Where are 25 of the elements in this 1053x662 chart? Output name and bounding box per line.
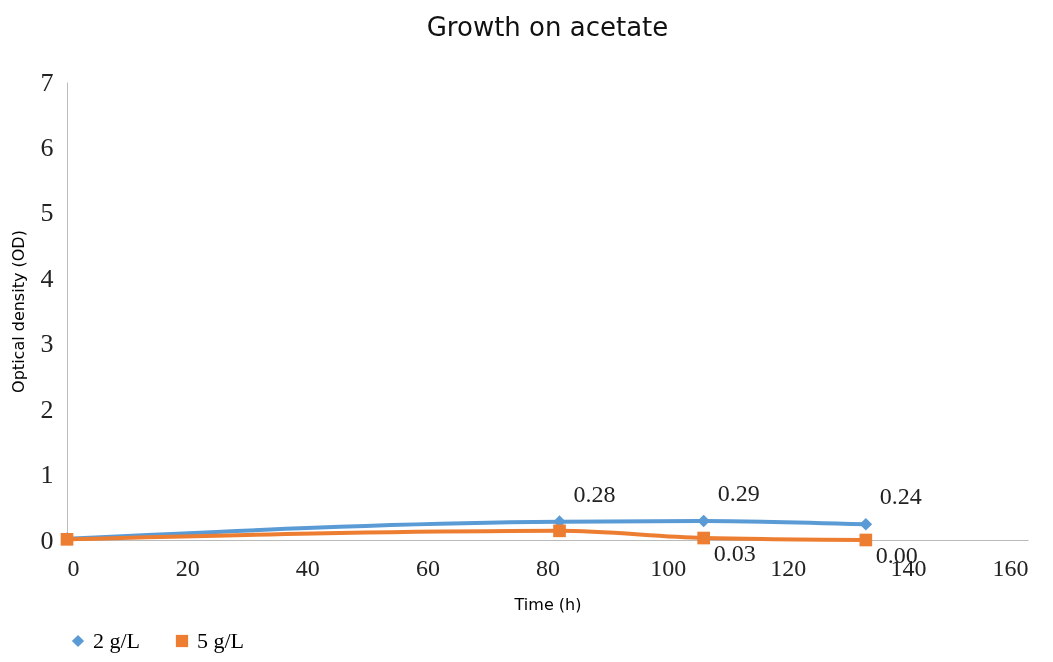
y-tick-label: 0 <box>40 525 54 555</box>
x-tick-label: 20 <box>175 554 200 581</box>
x-axis-title: Time (h) <box>513 594 582 614</box>
legend-label: 2 g/L <box>93 628 141 653</box>
y-axis-title: Optical density (OD) <box>8 230 28 393</box>
y-tick-label: 6 <box>40 132 54 162</box>
y-tick-label: 1 <box>40 460 54 490</box>
x-tick-label: 0 <box>67 554 80 581</box>
y-tick-label: 7 <box>40 67 54 97</box>
y-tick-label: 3 <box>40 329 54 359</box>
x-tick-label: 120 <box>770 554 807 581</box>
data-label: 0.03 <box>713 540 756 567</box>
y-tick-label: 4 <box>40 263 54 293</box>
x-tick-label: 160 <box>992 554 1029 581</box>
legend-label: 5 g/L <box>197 628 245 653</box>
data-label: 0.24 <box>879 483 922 510</box>
data-label: 0.28 <box>573 480 616 507</box>
y-tick-label: 5 <box>40 198 54 228</box>
x-tick-label: 40 <box>295 554 320 581</box>
chart-title: Growth on acetate <box>426 12 669 42</box>
x-tick-label: 80 <box>536 554 560 581</box>
x-tick-label: 100 <box>650 554 687 581</box>
x-tick-label: 60 <box>415 554 440 581</box>
data-label: 0.29 <box>717 480 760 507</box>
y-tick-label: 2 <box>40 394 54 424</box>
